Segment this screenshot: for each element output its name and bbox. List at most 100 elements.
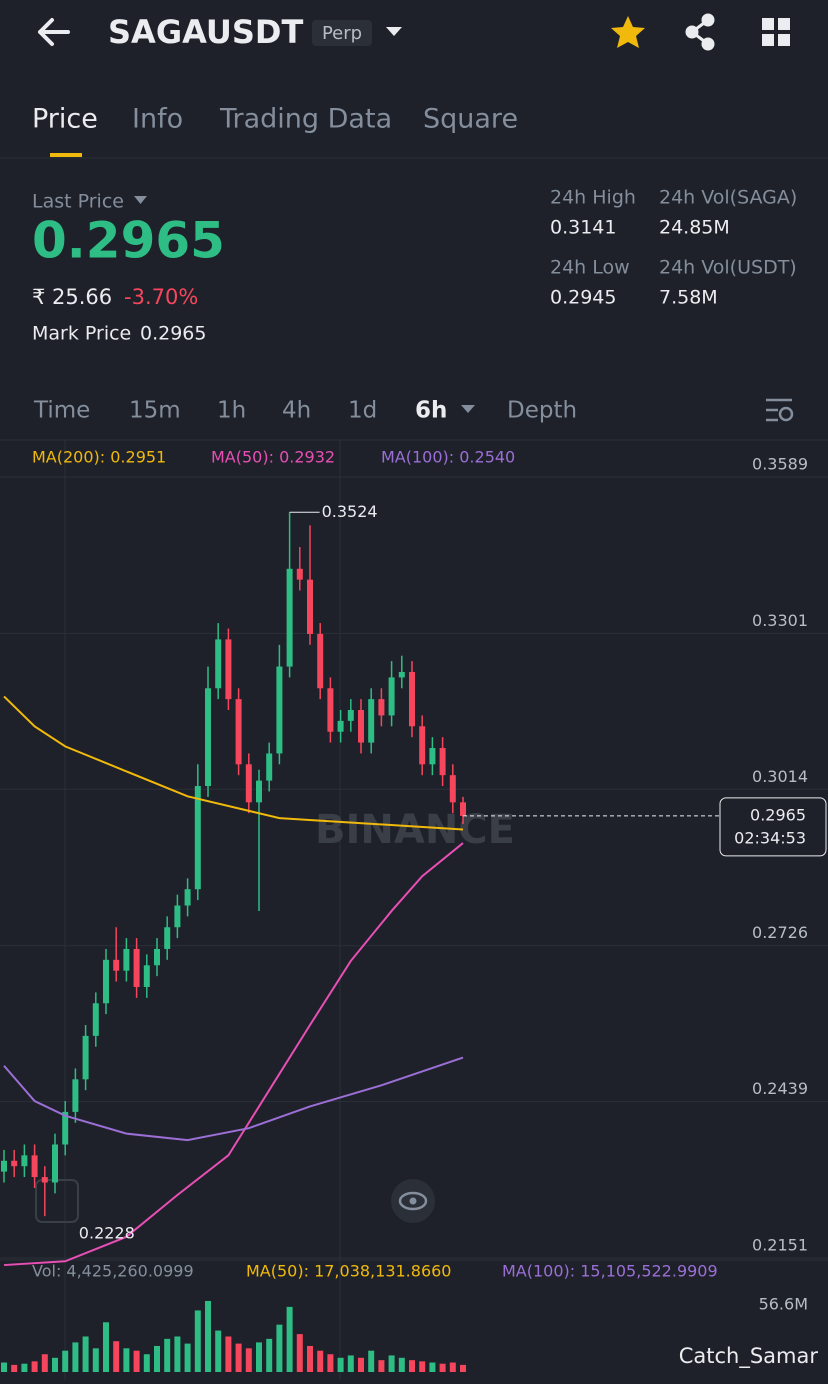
volume-bar	[225, 1336, 232, 1372]
candle-body	[256, 780, 262, 803]
share-icon[interactable]	[685, 13, 715, 51]
volume-bar	[113, 1341, 120, 1372]
candle-body	[235, 699, 242, 765]
candle-body	[368, 699, 375, 743]
dropdown-icon[interactable]	[134, 196, 147, 204]
volume-bar	[276, 1324, 283, 1372]
back-icon[interactable]	[38, 18, 70, 46]
symbol: SAGAUSDT	[108, 13, 303, 51]
interval[interactable]: 6h	[415, 398, 447, 424]
ma-line	[3, 695, 464, 831]
candle-body	[460, 802, 466, 816]
expand-icon[interactable]	[35, 1179, 79, 1223]
volume-bar	[62, 1350, 69, 1372]
volume-bar	[82, 1336, 89, 1372]
volume-bar	[235, 1343, 242, 1372]
interval[interactable]: 4h	[282, 398, 311, 424]
stat-value: 7.58M	[659, 287, 718, 309]
candle-body	[174, 905, 181, 928]
y-tick-label: 0.3301	[752, 611, 808, 630]
volume-bar	[41, 1354, 48, 1372]
low-label: 0.2228	[79, 1224, 135, 1243]
y-tick-label: 0.2151	[752, 1236, 808, 1255]
volume-bar	[31, 1361, 38, 1372]
candle-body	[266, 753, 273, 781]
change: -3.70%	[124, 285, 198, 309]
volume-bar	[439, 1363, 446, 1372]
volume-bar	[409, 1360, 415, 1372]
candle-body	[419, 726, 426, 765]
candle-body	[388, 677, 395, 716]
interval[interactable]: 1h	[217, 398, 246, 424]
badge: Perp	[322, 23, 362, 44]
dropdown-icon[interactable]	[461, 405, 475, 413]
candle-body	[327, 688, 334, 732]
volume-bar	[133, 1350, 140, 1372]
tab[interactable]: Price	[32, 104, 98, 135]
ma-line	[3, 1056, 464, 1142]
vol-legend: MA(100): 15,105,522.9909	[502, 1262, 718, 1281]
stat-label: 24h Vol(SAGA)	[659, 187, 797, 209]
volume-bar	[256, 1342, 262, 1372]
stat-value: 0.2945	[550, 287, 616, 309]
candle-body	[72, 1079, 79, 1112]
tab[interactable]: Info	[132, 104, 183, 135]
candle-body	[92, 1003, 99, 1036]
y-tick-label: 0.3014	[752, 767, 808, 786]
mark-label: Mark Price	[32, 323, 131, 345]
inr-price: ₹ 25.66	[32, 285, 112, 309]
volume-bar	[103, 1322, 109, 1372]
candle-body	[194, 786, 201, 890]
candle-body	[245, 764, 252, 803]
candle-body	[307, 579, 313, 634]
high-label: 0.3524	[322, 502, 378, 521]
favorite-icon[interactable]	[611, 16, 645, 48]
volume-bar	[92, 1348, 99, 1372]
eye-icon[interactable]	[391, 1179, 435, 1223]
candle-body	[286, 568, 293, 667]
dropdown-icon[interactable]	[386, 27, 402, 36]
tab[interactable]: Square	[423, 104, 518, 135]
volume-bar	[143, 1354, 150, 1372]
tab[interactable]: Trading Data	[219, 104, 392, 135]
candle-body	[398, 671, 405, 678]
volume-bar	[317, 1350, 324, 1372]
settings-icon[interactable]	[766, 398, 794, 422]
volume-bar	[1, 1362, 7, 1372]
candle-body	[378, 699, 385, 716]
volume-bar	[286, 1306, 293, 1372]
volume-bar	[72, 1342, 79, 1372]
candle-body	[41, 1177, 48, 1183]
volume-bar	[460, 1364, 466, 1372]
volume-bar	[245, 1348, 252, 1372]
volume-bar	[194, 1310, 201, 1372]
candle-body	[62, 1111, 69, 1145]
volume-bar	[296, 1334, 303, 1372]
candle-body	[439, 748, 446, 776]
interval[interactable]: 15m	[129, 398, 181, 424]
y-tick-label: 0.3589	[752, 455, 808, 474]
interval[interactable]: Time	[33, 398, 90, 424]
stat-value: 24.85M	[659, 217, 730, 239]
volume-bar	[378, 1360, 385, 1372]
grid-icon[interactable]	[762, 18, 790, 46]
interval[interactable]: 1d	[348, 398, 377, 424]
interval[interactable]: Depth	[507, 398, 577, 424]
volume-bar	[358, 1357, 364, 1372]
vol-legend: Vol: 4,425,260.0999	[32, 1262, 194, 1281]
last-price-label: Last Price	[32, 191, 124, 213]
ma-legend: MA(200): 0.2951	[32, 448, 166, 467]
ma-line	[3, 842, 464, 1267]
stat-label: 24h Vol(USDT)	[659, 257, 797, 279]
candle-body	[113, 959, 120, 971]
volume-bar	[215, 1330, 222, 1372]
volume-bar	[266, 1338, 273, 1372]
candle-body	[133, 948, 140, 987]
last-price: 0.2965	[32, 212, 225, 270]
candle-body	[215, 639, 222, 689]
stat-label: 24h Low	[550, 257, 630, 279]
volume-bar	[337, 1357, 344, 1372]
volume-bar	[123, 1348, 130, 1372]
y-tick-label: 0.2726	[752, 923, 808, 942]
